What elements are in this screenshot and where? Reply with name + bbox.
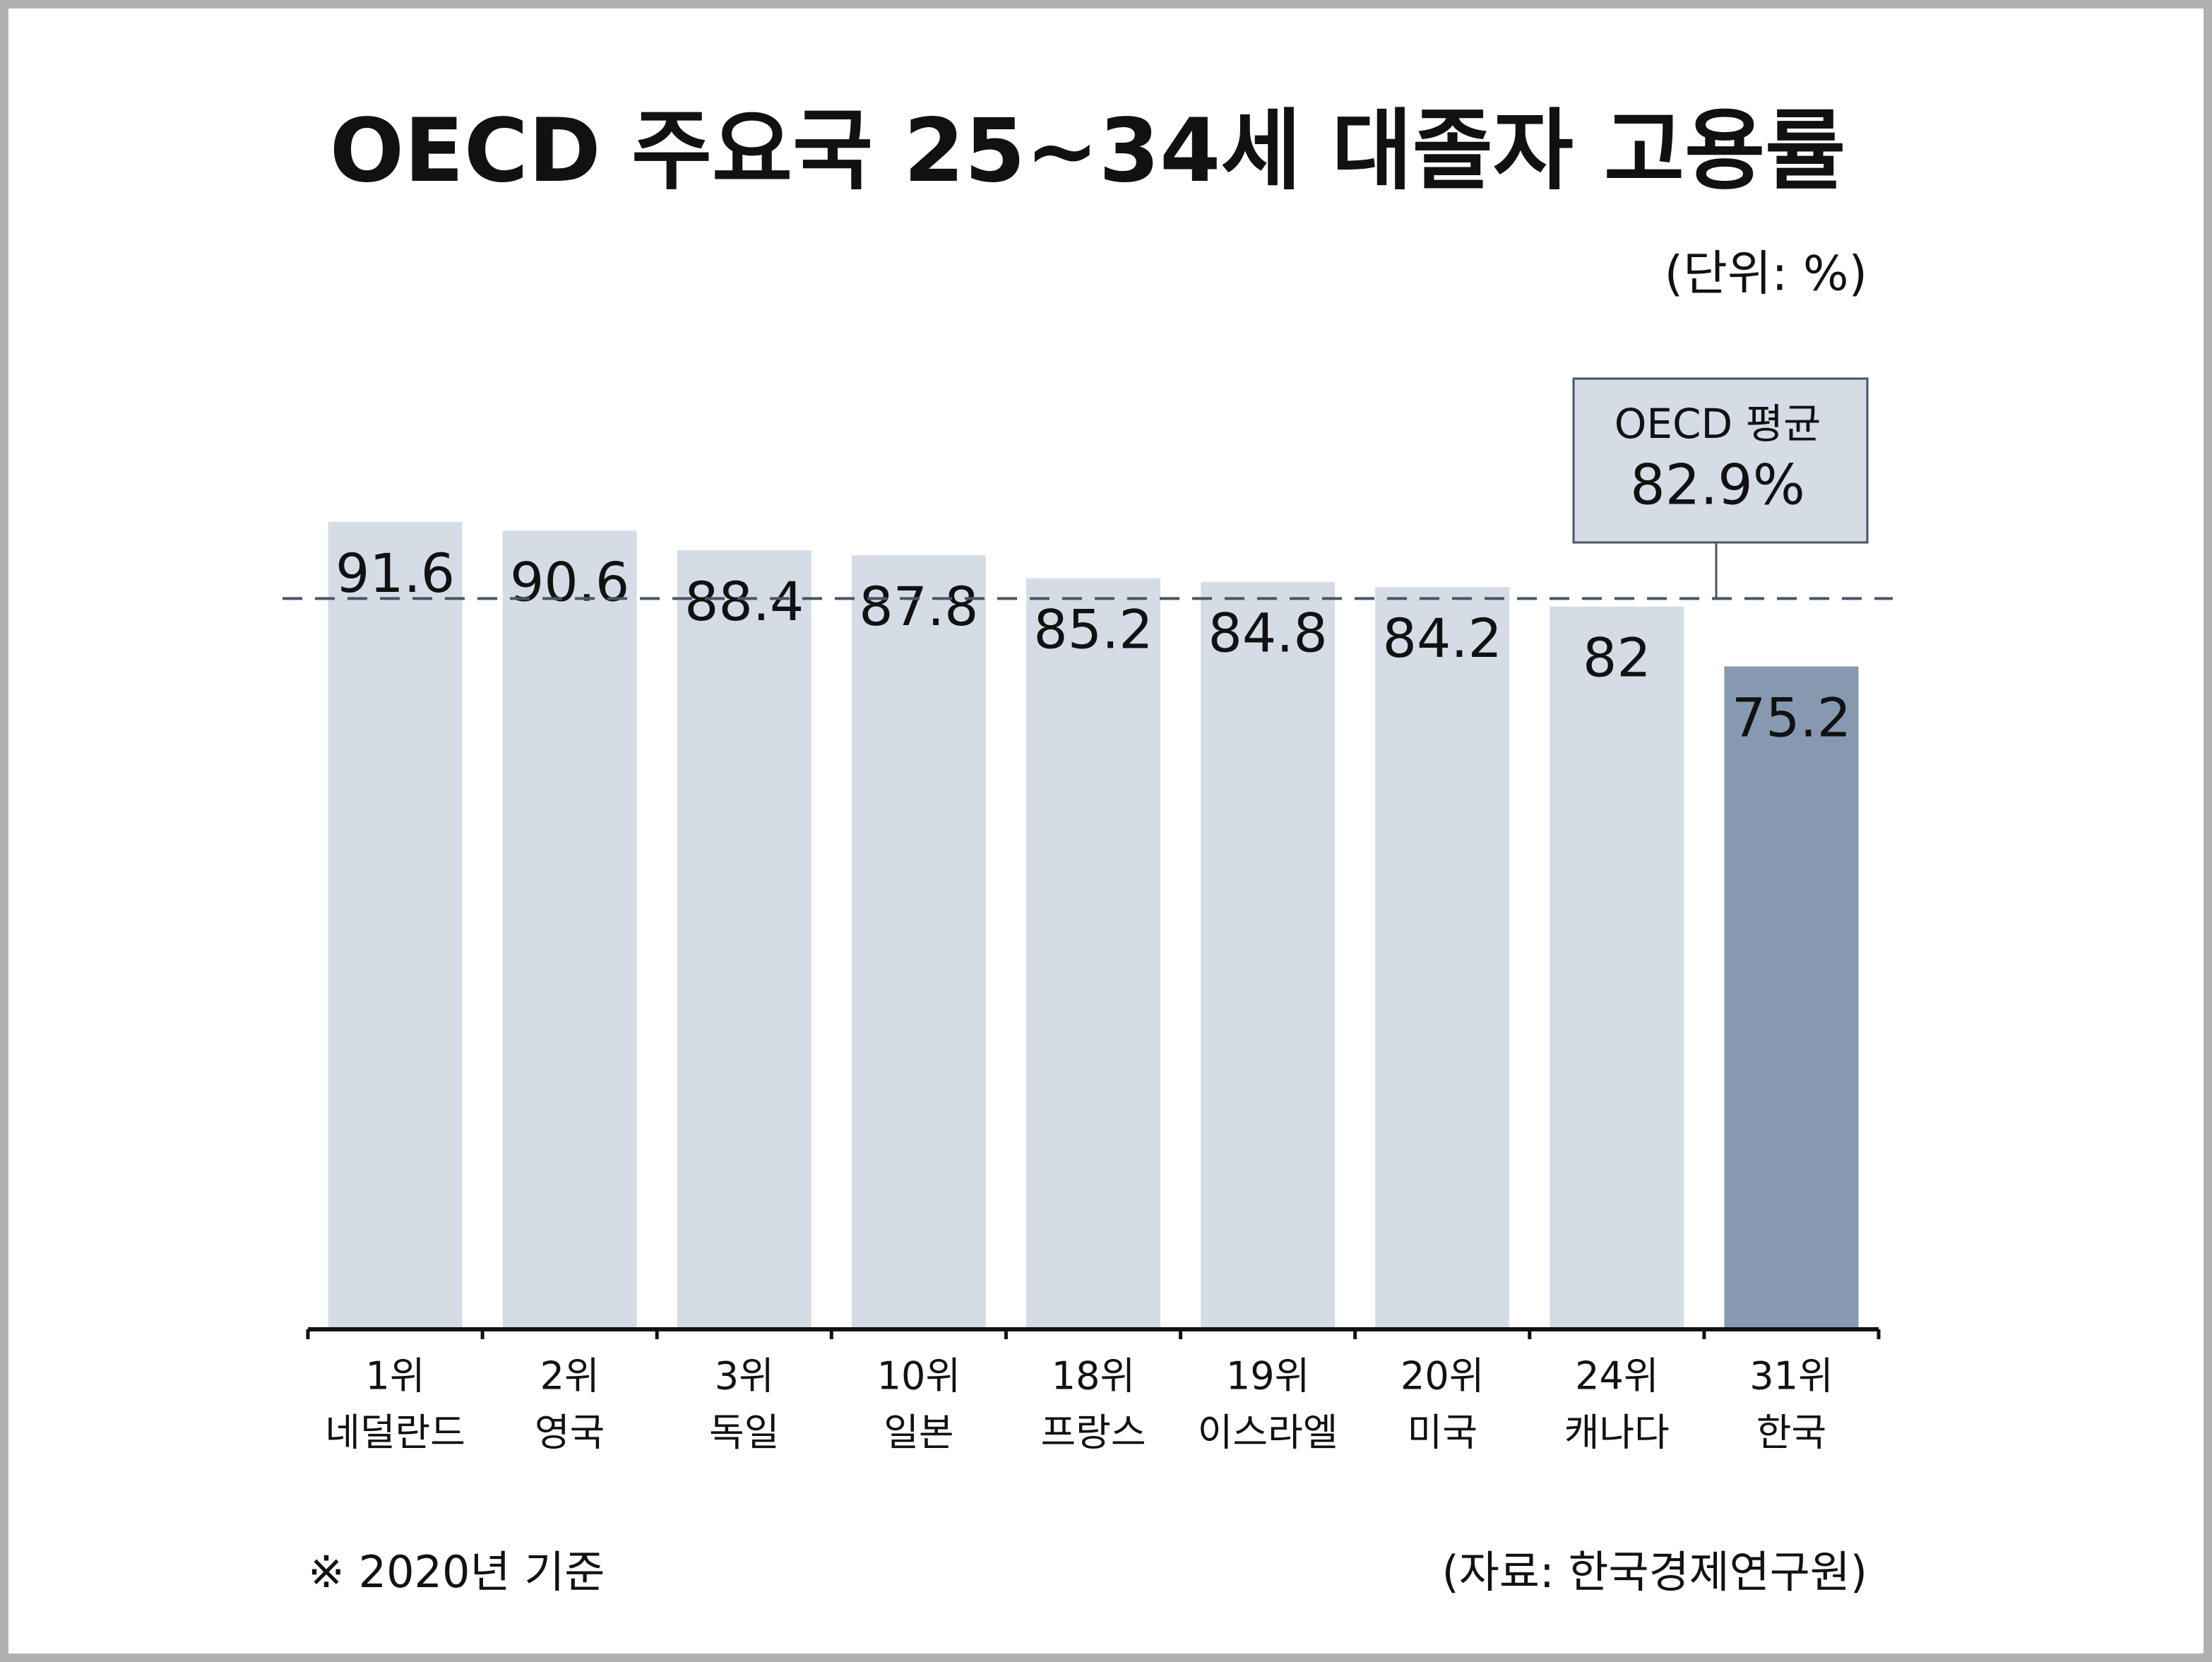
x-tick-label: 프랑스	[1040, 1411, 1146, 1455]
rank-label: 24위	[1575, 1354, 1658, 1399]
bar	[1201, 581, 1336, 1329]
rank-label: 3위	[715, 1354, 774, 1399]
x-tick-label: 이스라엘	[1198, 1411, 1338, 1455]
x-tick-label: 독일	[709, 1411, 779, 1455]
x-tick-label: 한국	[1756, 1411, 1826, 1455]
rank-label: 1위	[366, 1354, 425, 1399]
chart-title: OECD 주요국 25~34세 대졸자 고용률	[330, 100, 1846, 202]
value-label: 85.2	[1033, 598, 1153, 661]
callout-label: OECD 평균	[1615, 400, 1821, 448]
value-label: 91.6	[335, 542, 455, 605]
footnote: ※ 2020년 기준	[308, 1546, 605, 1598]
rank-label: 20위	[1401, 1354, 1484, 1399]
rank-label: 2위	[540, 1354, 600, 1399]
value-label: 82	[1583, 627, 1651, 689]
value-label: 90.6	[510, 550, 629, 613]
rank-label: 18위	[1052, 1354, 1135, 1399]
value-label: 75.2	[1732, 686, 1851, 749]
bar	[677, 550, 811, 1329]
source: (자료: 한국경제연구원)	[1442, 1546, 1867, 1598]
bar	[1375, 587, 1510, 1329]
bar	[1724, 666, 1859, 1329]
value-label: 84.2	[1383, 607, 1502, 670]
callout-box	[1572, 377, 1869, 544]
rank-label: 19위	[1226, 1354, 1309, 1399]
unit-note: (단위: %)	[1665, 247, 1867, 302]
x-tick-label: 일본	[884, 1411, 953, 1455]
x-tick-label: 미국	[1408, 1411, 1477, 1455]
x-tick-label: 캐나다	[1564, 1411, 1670, 1455]
rank-label: 10위	[877, 1354, 961, 1399]
bar	[1550, 606, 1684, 1329]
bar	[328, 521, 463, 1329]
bar	[502, 530, 637, 1329]
bar	[1026, 578, 1160, 1329]
value-label: 88.4	[684, 570, 804, 633]
x-tick-label: 영국	[535, 1411, 605, 1455]
bar	[851, 555, 986, 1329]
value-label: 87.8	[859, 575, 978, 638]
x-tick-label: 네덜란드	[325, 1411, 465, 1455]
callout-value: 82.9%	[1630, 453, 1805, 517]
rank-label: 31위	[1749, 1354, 1833, 1399]
value-label: 84.8	[1208, 602, 1328, 665]
